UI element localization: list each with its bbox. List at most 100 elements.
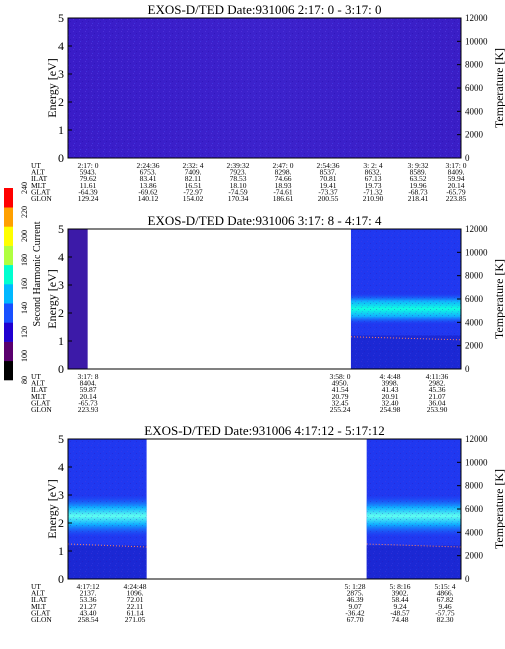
orbit-cell: 46.39: [347, 595, 364, 604]
colorbar-swatch: [4, 303, 13, 323]
orbit-row-label: MLT: [31, 181, 47, 190]
y-axis-label: Energy [eV]: [45, 479, 59, 538]
y2-tick-label: 6000: [465, 294, 484, 304]
orbit-cell: -72.97: [183, 187, 203, 196]
orbit-row-label: MLT: [31, 392, 47, 401]
colorbar-tick-label: 240: [20, 182, 29, 194]
y2-tick-label: 4000: [465, 106, 484, 116]
orbit-row-label: GLON: [31, 615, 52, 624]
y2-tick-label: 6000: [465, 504, 484, 514]
y2-tick-label: 12000: [465, 224, 488, 234]
y-tick-label: 1: [58, 334, 64, 348]
colorbar-swatch: [4, 207, 13, 227]
orbit-cell: 82.11: [185, 174, 202, 183]
orbit-row-label: GLAT: [31, 608, 51, 617]
orbit-cell: 253.90: [427, 405, 448, 414]
orbit-cell: 20.91: [382, 392, 399, 401]
y2-tick-label: 2000: [465, 341, 484, 351]
orbit-cell: 2:17: 0: [77, 161, 98, 170]
y-tick-label: 0: [58, 362, 64, 376]
y2-axis-label: Temperature [K]: [492, 259, 505, 339]
orbit-cell: -64.39: [78, 187, 98, 196]
y-tick-label: 5: [58, 222, 64, 236]
y-tick-label: 1: [58, 544, 64, 558]
heatmap-texture: [68, 439, 147, 579]
orbit-cell: -68.73: [408, 187, 428, 196]
orbit-cell: 11.61: [80, 181, 97, 190]
orbit-cell: 19.96: [410, 181, 427, 190]
orbit-row-label: UT: [31, 161, 41, 170]
orbit-cell: 59.87: [80, 385, 97, 394]
orbit-cell: 21.07: [429, 392, 446, 401]
colorbar-swatch: [4, 284, 13, 304]
colorbar-tick-label: 200: [20, 230, 29, 242]
y-tick-label: 2: [58, 306, 64, 320]
orbit-cell: 5: 1:28: [344, 582, 365, 591]
orbit-cell: 7409.: [185, 168, 202, 177]
y2-tick-label: 10000: [465, 247, 488, 257]
orbit-row-label: GLAT: [31, 398, 51, 407]
orbit-row-label: GLON: [31, 405, 52, 414]
colorbar-tick-label: 120: [20, 326, 29, 338]
orbit-cell: 74.48: [392, 615, 409, 624]
orbit-cell: 2:47: 0: [272, 161, 293, 170]
orbit-cell: 8537.: [320, 168, 337, 177]
colorbar-swatch: [4, 322, 13, 342]
colorbar-swatch: [4, 264, 13, 285]
orbit-cell: 20.14: [80, 392, 97, 401]
orbit-cell: 4:17:12: [77, 582, 100, 591]
heatmap-segment: [68, 229, 88, 369]
orbit-cell: 4: 4:48: [379, 372, 400, 381]
y2-tick-label: 6000: [465, 83, 484, 93]
y-tick-label: 4: [58, 39, 64, 53]
orbit-cell: 32.45: [332, 398, 349, 407]
orbit-cell: 72.01: [127, 595, 144, 604]
orbit-cell: 140.12: [138, 194, 159, 203]
orbit-cell: 43.40: [80, 608, 97, 617]
orbit-cell: 5943.: [80, 168, 97, 177]
colorbar-tick-label: 220: [20, 206, 29, 218]
orbit-cell: 67.70: [347, 615, 364, 624]
orbit-cell: -65.79: [446, 187, 466, 196]
y-tick-label: 4: [58, 460, 64, 474]
orbit-cell: 20.14: [448, 181, 465, 190]
orbit-cell: 258.54: [78, 615, 99, 624]
orbit-cell: 59.94: [448, 174, 465, 183]
orbit-row-label: ALT: [31, 379, 45, 388]
orbit-cell: 63.52: [410, 174, 427, 183]
orbit-row-label: GLON: [31, 194, 52, 203]
colorbar-swatch: [4, 341, 13, 362]
colorbar-swatch: [4, 188, 13, 208]
y2-tick-label: 10000: [465, 457, 488, 467]
y2-axis-label: Temperature [K]: [492, 469, 505, 549]
heatmap-segment: [67, 439, 147, 579]
colorbar: 80 100 120 140 160 180 200 220 240 Second Harmoni…: [4, 182, 43, 384]
orbit-cell: 129.24: [78, 194, 99, 203]
y-tick-label: 3: [58, 278, 64, 292]
orbit-cell: 223.93: [78, 405, 99, 414]
y-tick-label: 0: [58, 572, 64, 586]
orbit-cell: 7923.: [230, 168, 247, 177]
y-axis-label: Energy [eV]: [45, 269, 59, 328]
orbit-cell: 154.02: [183, 194, 204, 203]
panel-1: EXOS-D/TED Date:931006 2:17: 0 - 3:17: 0…: [31, 2, 505, 203]
orbit-row-label: ILAT: [31, 595, 48, 604]
orbit-cell: 2:24:36: [137, 161, 160, 170]
orbit-cell: 2:32: 4: [182, 161, 203, 170]
heatmap-texture: [68, 18, 461, 158]
orbit-cell: 2:54:36: [317, 161, 340, 170]
orbit-cell: 2137.: [80, 589, 97, 598]
y-axis-label: Energy [eV]: [45, 58, 59, 117]
orbit-cell: 2982.: [429, 379, 446, 388]
orbit-cell: 3: 9:32: [407, 161, 428, 170]
colorbar-label: Second Harmonic Current: [32, 221, 43, 326]
orbit-cell: 3998.: [382, 379, 399, 388]
colorbar-swatch: [4, 360, 13, 381]
orbit-cell: 1096.: [127, 589, 144, 598]
orbit-cell: 41.54: [332, 385, 349, 394]
y2-tick-label: 8000: [465, 60, 484, 70]
orbit-row-label: UT: [31, 582, 41, 591]
y-tick-label: 1: [58, 123, 64, 137]
orbit-cell: 32.40: [382, 398, 399, 407]
y2-axis-label: Temperature [K]: [492, 48, 505, 128]
